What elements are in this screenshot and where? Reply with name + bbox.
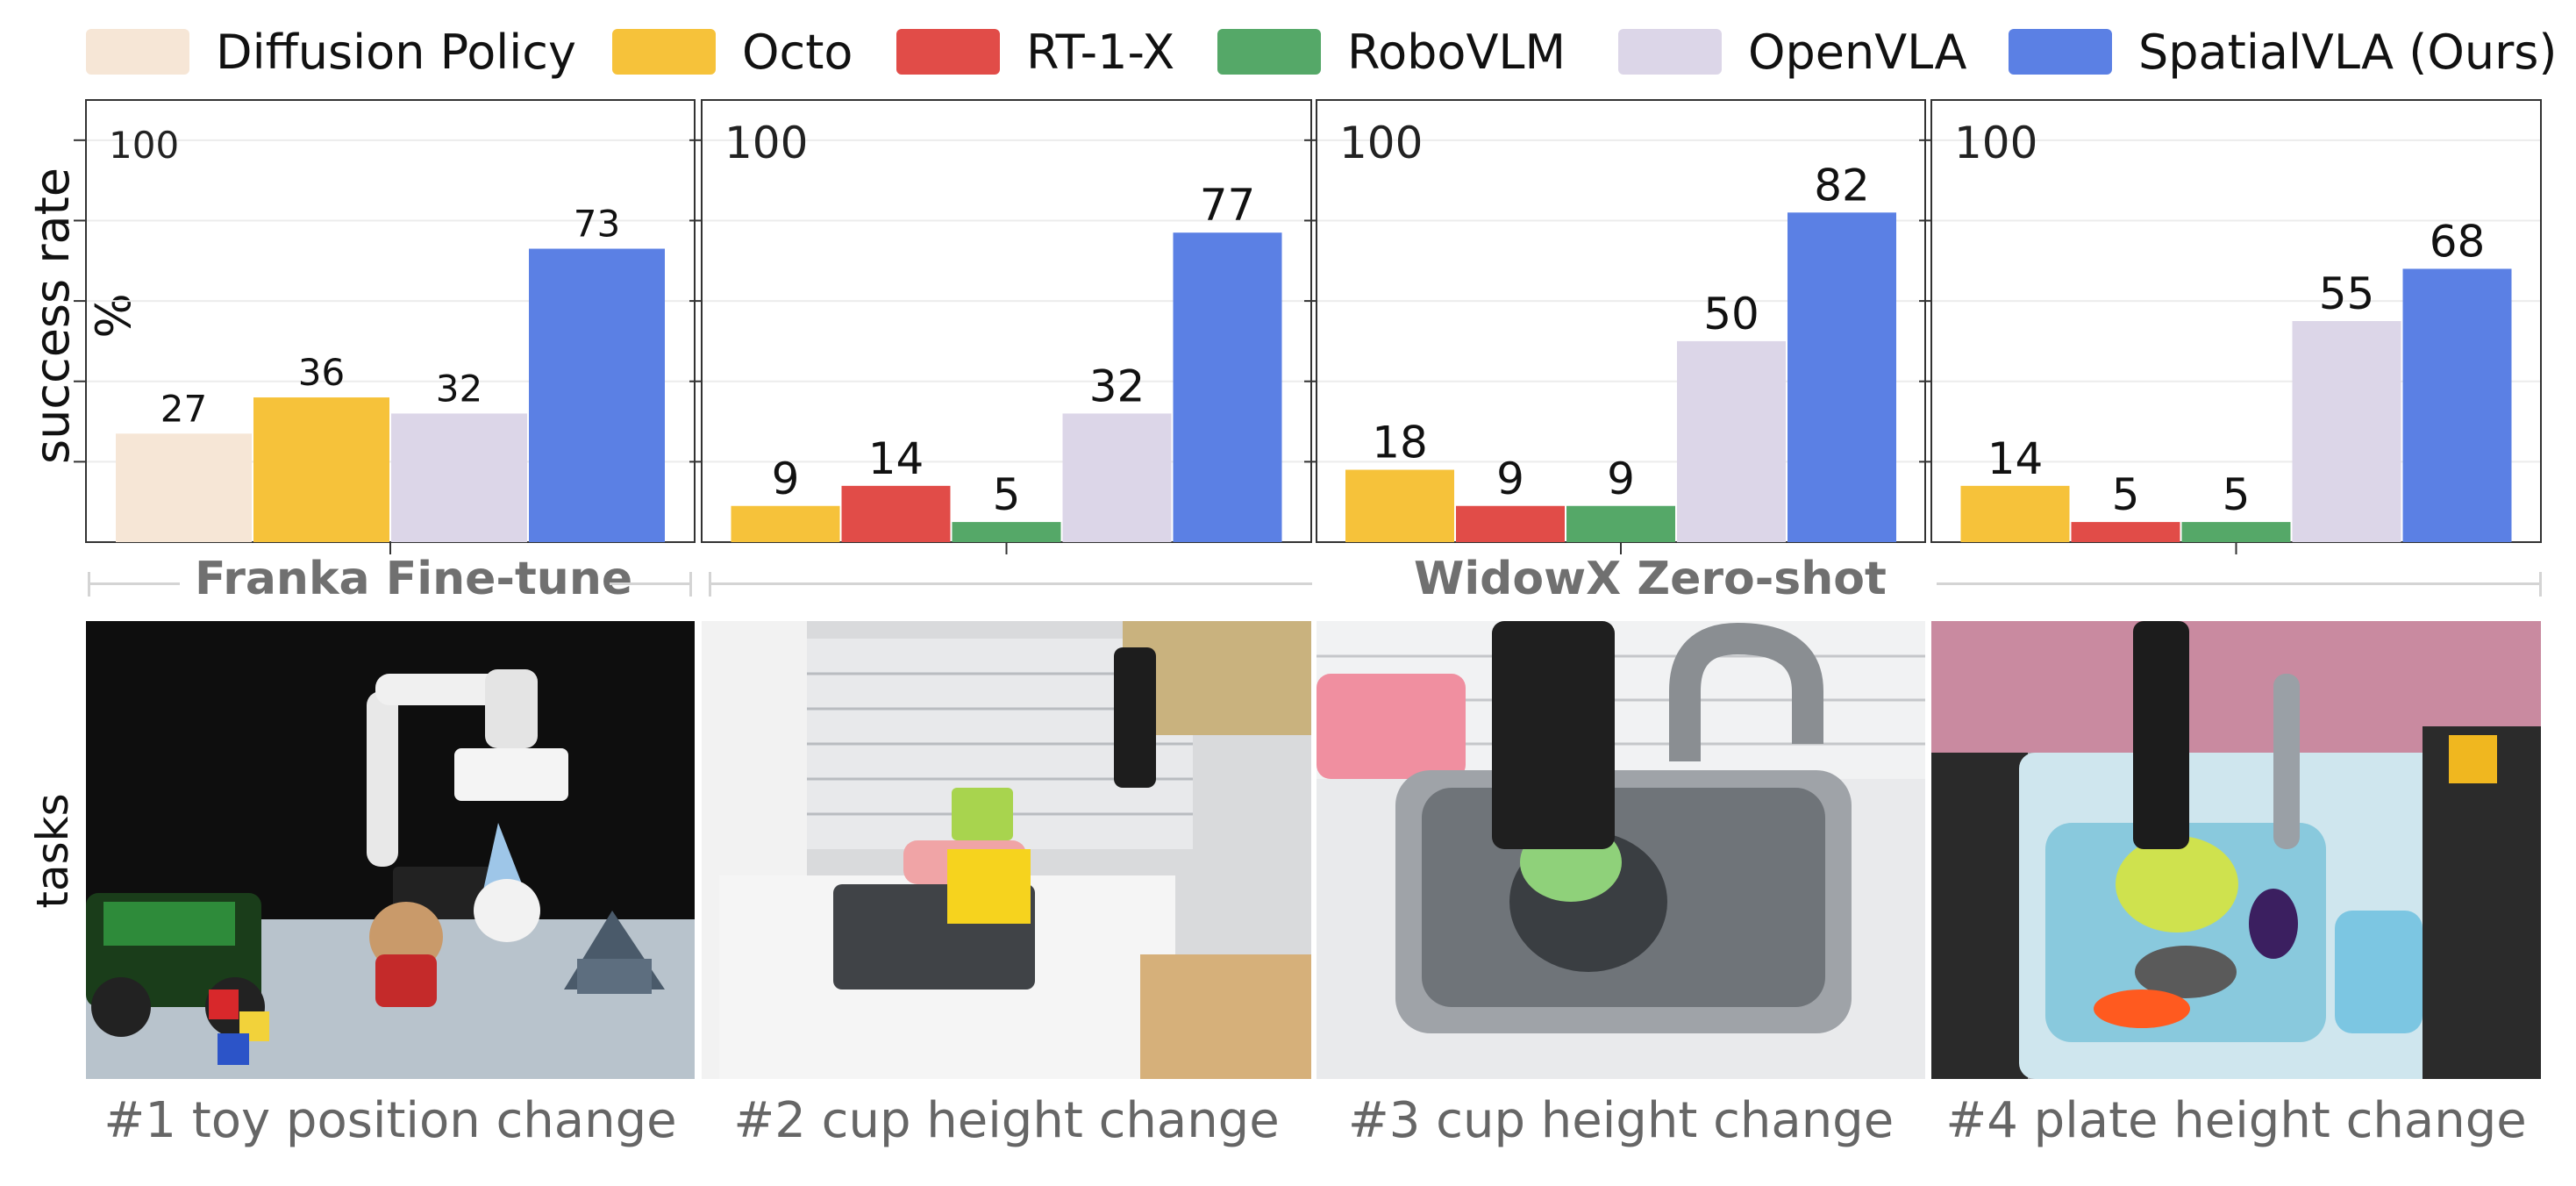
bar-value-label: 9 (772, 454, 800, 504)
bar-value-label: 50 (1703, 289, 1759, 339)
legend-label: SpatialVLA (Ours) (2138, 24, 2558, 80)
legend-label: Diffusion Policy (216, 24, 576, 80)
task-photo-1 (86, 621, 695, 1079)
group-bracket-line (1937, 582, 2542, 585)
bar (2402, 268, 2512, 542)
legend-item: Octo (612, 24, 853, 80)
bar-value-label: 14 (1987, 433, 2044, 484)
bar (253, 397, 389, 542)
y-tick-label: 100 (724, 118, 808, 168)
legend-label: RT-1-X (1026, 24, 1175, 80)
bar (1173, 232, 1282, 542)
bar (2071, 522, 2180, 542)
task-caption-1: #1 toy position change (103, 1092, 677, 1149)
bar (391, 413, 527, 542)
task-photo-3 (1317, 621, 1925, 1079)
bar-value-label: 32 (1089, 361, 1145, 411)
bar (1456, 505, 1565, 542)
legend-item: SpatialVLA (Ours) (2009, 24, 2558, 80)
task-photo-4 (1931, 621, 2541, 1079)
bar (529, 248, 665, 542)
bar-value-label: 5 (993, 469, 1021, 520)
bar-value-label: 82 (1814, 160, 1870, 211)
tasks-label: tasks (27, 793, 78, 909)
legend-swatch (896, 29, 1000, 75)
bar (116, 433, 252, 542)
bar (2292, 321, 2401, 542)
bar (952, 522, 1061, 542)
cup-sink-scene-image (1317, 621, 1925, 1079)
plate-sink-scene-image (1931, 621, 2541, 1079)
bar-value-label: 36 (298, 351, 345, 394)
task-caption-3: #3 cup height change (1347, 1092, 1895, 1149)
bar-value-label: 9 (1496, 454, 1524, 504)
bar-value-label: 32 (436, 367, 482, 410)
bar-value-label: 18 (1372, 418, 1428, 468)
bar-value-label: 55 (2319, 268, 2375, 319)
bar-value-label: 9 (1607, 454, 1635, 504)
bar-value-label: 68 (2430, 216, 2486, 267)
bar (1566, 505, 1675, 542)
bar (841, 485, 951, 542)
y-tick-label: 100 (1339, 118, 1423, 168)
bar-value-label: 27 (161, 387, 207, 430)
legend-item: RT-1-X (896, 24, 1175, 80)
group-bracket-line (610, 582, 691, 585)
group-bracket-tick (689, 572, 692, 597)
legend-swatch (1217, 29, 1321, 75)
group-labels: Franka Fine-tune WidowX Zero-shot (0, 553, 2576, 614)
bar (1960, 485, 2070, 542)
legend-swatch (86, 29, 189, 75)
legend-label: Octo (742, 24, 853, 80)
bar (1677, 340, 1786, 542)
bar (1788, 212, 1896, 543)
y-tick-label: 100 (109, 124, 179, 167)
legend-label: RoboVLM (1347, 24, 1566, 80)
group-bracket-tick (2539, 572, 2542, 597)
legend-label: OpenVLA (1748, 24, 1967, 80)
task-caption-2: #2 cup height change (733, 1092, 1280, 1149)
legend-item: RoboVLM (1217, 24, 1566, 80)
group-bracket-line (88, 582, 180, 585)
bar (1062, 413, 1172, 542)
bar-value-label: 5 (2223, 469, 2251, 520)
task-caption-4: #4 plate height change (1945, 1092, 2527, 1149)
legend-item: Diffusion Policy (86, 24, 576, 80)
group-label-franka: Franka Fine-tune (195, 553, 633, 605)
bar (731, 505, 840, 542)
task-photo-2 (702, 621, 1311, 1079)
legend-item: OpenVLA (1618, 24, 1967, 80)
bar-value-label: 5 (2112, 469, 2140, 520)
cup-kitchen-scene-image (702, 621, 1311, 1079)
bar-value-label: 73 (574, 203, 620, 246)
bar (2181, 522, 2291, 542)
legend: Diffusion Policy Octo RT-1-X RoboVLM OpenVLA… (0, 0, 2576, 96)
group-label-widowx: WidowX Zero-shot (1414, 553, 1887, 605)
legend-swatch (1618, 29, 1722, 75)
y-tick-label: 100 (1954, 118, 2037, 168)
franka-toy-scene-image (86, 621, 695, 1079)
bar-value-label: 14 (868, 433, 924, 484)
bar-value-label: 77 (1200, 180, 1256, 231)
group-bracket-line (709, 582, 1312, 585)
bar (1345, 469, 1454, 542)
legend-swatch (612, 29, 716, 75)
legend-swatch (2009, 29, 2112, 75)
